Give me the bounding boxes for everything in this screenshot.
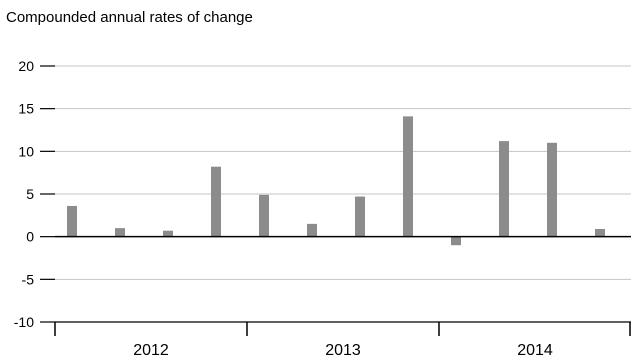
chart-subtitle: Compounded annual rates of change xyxy=(6,9,253,26)
y-tick-label: 5 xyxy=(26,186,34,202)
y-tick-label: -5 xyxy=(22,271,35,287)
bar xyxy=(355,196,365,237)
bar xyxy=(595,228,605,237)
y-tick-label: 15 xyxy=(18,101,34,117)
x-year-label: 2013 xyxy=(325,342,361,359)
x-year-label: 2012 xyxy=(133,342,169,359)
bar xyxy=(547,142,557,237)
y-tick-label: 0 xyxy=(26,229,34,245)
bar xyxy=(403,116,413,237)
bar xyxy=(211,166,221,237)
bar xyxy=(451,236,461,246)
y-tick-label: 20 xyxy=(18,58,34,74)
bar xyxy=(115,228,125,237)
bar xyxy=(499,141,509,237)
bar xyxy=(259,194,269,237)
y-tick-label: -10 xyxy=(14,314,34,330)
bar xyxy=(67,205,77,237)
bar xyxy=(163,230,173,237)
y-tick-label: 10 xyxy=(18,143,34,159)
x-year-label: 2014 xyxy=(517,342,553,359)
bar xyxy=(307,223,317,237)
